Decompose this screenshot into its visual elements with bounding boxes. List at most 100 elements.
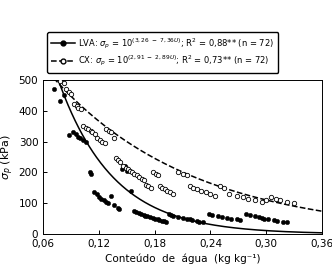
Point bbox=[266, 217, 271, 221]
Point bbox=[252, 198, 258, 202]
Point bbox=[247, 213, 252, 217]
Point bbox=[199, 189, 204, 193]
Point bbox=[104, 127, 109, 131]
Point bbox=[262, 217, 267, 221]
Point bbox=[171, 192, 176, 196]
Point bbox=[101, 198, 106, 202]
Point bbox=[76, 105, 81, 110]
Point bbox=[189, 218, 195, 222]
Legend: LVA: $\sigma_p$ = 10$^{(3,26\ -\ 7,36U)}$; R$^2$ = 0,88** (n = 72), CX: $\sigma_: LVA: $\sigma_p$ = 10$^{(3,26\ -\ 7,36U)}… bbox=[47, 32, 278, 73]
Point bbox=[83, 126, 89, 130]
Point bbox=[291, 201, 297, 205]
Point bbox=[148, 186, 154, 190]
Point bbox=[106, 201, 111, 205]
Point bbox=[111, 136, 117, 140]
Point bbox=[215, 213, 220, 218]
Point bbox=[226, 192, 232, 196]
Point bbox=[159, 219, 165, 223]
Point bbox=[61, 81, 66, 85]
Point bbox=[185, 217, 190, 221]
Point bbox=[70, 130, 76, 134]
Point bbox=[252, 213, 258, 218]
Point bbox=[66, 90, 72, 94]
Point bbox=[111, 203, 117, 207]
Point bbox=[66, 133, 72, 138]
Point bbox=[180, 216, 185, 220]
Point bbox=[158, 184, 163, 188]
Point bbox=[222, 186, 227, 190]
Point bbox=[120, 167, 125, 171]
Point bbox=[125, 167, 130, 171]
Point bbox=[83, 139, 89, 144]
Point bbox=[136, 211, 141, 215]
Point bbox=[203, 190, 208, 194]
Point bbox=[145, 214, 150, 218]
Point bbox=[96, 195, 102, 199]
Point bbox=[124, 169, 129, 173]
Point bbox=[278, 198, 283, 202]
Point bbox=[240, 195, 246, 199]
Point bbox=[131, 172, 137, 176]
Point bbox=[99, 139, 104, 144]
Point bbox=[92, 190, 97, 194]
Point bbox=[129, 189, 134, 193]
Point bbox=[144, 182, 149, 187]
Point bbox=[64, 87, 69, 91]
Y-axis label: $\sigma_p$ (kPa): $\sigma_p$ (kPa) bbox=[0, 134, 16, 180]
Point bbox=[275, 219, 280, 223]
Point bbox=[79, 107, 84, 111]
Point bbox=[164, 189, 169, 193]
Point bbox=[217, 184, 222, 188]
Point bbox=[169, 213, 174, 217]
Point bbox=[76, 135, 81, 139]
Point bbox=[259, 216, 264, 220]
Point bbox=[145, 184, 151, 188]
Point bbox=[116, 158, 121, 162]
Point bbox=[219, 215, 224, 219]
Point bbox=[57, 79, 62, 84]
Point bbox=[61, 93, 66, 97]
Point bbox=[201, 220, 206, 225]
Point bbox=[190, 186, 196, 190]
Point bbox=[117, 207, 122, 211]
Point bbox=[108, 193, 114, 198]
Point bbox=[131, 209, 137, 213]
Point bbox=[115, 206, 120, 210]
Point bbox=[133, 210, 139, 215]
Point bbox=[89, 172, 94, 176]
X-axis label: Conteúdo  de  água  (kg kg⁻¹): Conteúdo de água (kg kg⁻¹) bbox=[105, 253, 260, 264]
Point bbox=[175, 170, 181, 174]
Point bbox=[243, 212, 248, 216]
Point bbox=[130, 170, 135, 174]
Point bbox=[271, 218, 276, 222]
Point bbox=[141, 178, 146, 182]
Point bbox=[57, 99, 62, 103]
Point bbox=[180, 172, 185, 176]
Point bbox=[98, 197, 104, 201]
Point bbox=[153, 172, 158, 176]
Point bbox=[74, 104, 79, 108]
Point bbox=[175, 215, 181, 219]
Point bbox=[185, 173, 190, 178]
Point bbox=[85, 127, 90, 131]
Point bbox=[264, 198, 269, 202]
Point bbox=[122, 164, 127, 168]
Point bbox=[161, 219, 167, 223]
Point bbox=[80, 124, 86, 128]
Point bbox=[78, 136, 83, 140]
Point bbox=[162, 187, 168, 192]
Point bbox=[210, 213, 215, 217]
Point bbox=[234, 193, 239, 198]
Point bbox=[197, 220, 202, 224]
Point bbox=[139, 176, 144, 181]
Point bbox=[104, 200, 109, 204]
Point bbox=[155, 217, 160, 221]
Point bbox=[228, 217, 234, 221]
Point bbox=[118, 159, 123, 164]
Point bbox=[87, 170, 92, 174]
Point bbox=[208, 192, 213, 196]
Point bbox=[93, 132, 98, 136]
Point bbox=[121, 164, 126, 168]
Point bbox=[245, 197, 250, 201]
Point bbox=[136, 175, 141, 179]
